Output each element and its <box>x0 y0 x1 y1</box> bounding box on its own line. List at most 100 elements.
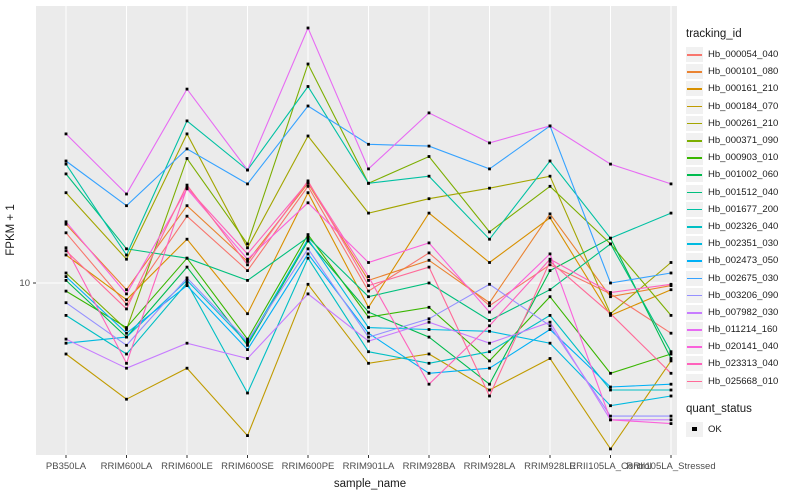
data-point <box>548 263 552 267</box>
data-point <box>306 233 310 236</box>
legend-item-Hb_000184_070: Hb_000184_070 <box>686 98 798 115</box>
data-point <box>185 366 189 370</box>
legend-title-tracking-id: tracking_id <box>686 28 742 40</box>
data-point <box>669 271 673 275</box>
data-point <box>246 391 249 395</box>
data-point <box>548 159 552 163</box>
x-tick-label: RRII105LA_Control <box>569 461 651 472</box>
data-point <box>64 271 68 275</box>
legend-label-ok: OK <box>708 423 722 435</box>
data-point <box>125 307 128 311</box>
data-point <box>64 159 68 163</box>
data-point <box>609 242 612 246</box>
data-point <box>427 361 431 365</box>
data-point <box>488 186 491 190</box>
legend-item-Hb_025668_010: Hb_025668_010 <box>686 373 798 390</box>
legend-item-Hb_000101_080: Hb_000101_080 <box>686 63 798 80</box>
data-point <box>64 352 68 356</box>
data-point <box>367 315 370 319</box>
data-point <box>125 361 128 365</box>
data-point <box>548 295 552 299</box>
data-point <box>609 236 612 240</box>
data-point <box>427 155 431 158</box>
data-point <box>306 282 310 286</box>
data-point <box>306 191 310 195</box>
data-point <box>488 341 491 345</box>
legend-line-swatch <box>686 322 703 338</box>
data-point <box>669 182 673 186</box>
data-point <box>306 62 310 66</box>
data-point <box>125 292 128 296</box>
x-tick-label: RRIM901LA <box>343 461 395 472</box>
data-point <box>185 265 189 269</box>
data-point <box>488 329 491 333</box>
data-point <box>306 237 310 241</box>
legend-label: Hb_002473_050 <box>708 255 779 267</box>
legend-line-swatch <box>686 150 703 166</box>
legend-item-ok: OK <box>686 421 798 438</box>
ok-square-icon <box>686 421 703 437</box>
data-point <box>185 132 189 136</box>
data-point <box>367 167 370 171</box>
legend-label: Hb_000261_210 <box>708 117 779 129</box>
data-point <box>488 359 491 363</box>
legend: tracking_id Hb_000054_040 Hb_000101_080 Hb… <box>686 28 798 438</box>
data-point <box>367 142 370 146</box>
y-tick-label: 10 <box>19 278 30 289</box>
data-point <box>185 237 189 241</box>
legend-item-Hb_002473_050: Hb_002473_050 <box>686 252 798 269</box>
data-point <box>427 241 431 245</box>
legend-items: Hb_000054_040 Hb_000101_080 Hb_000161_210 H… <box>686 46 798 390</box>
data-point <box>64 191 68 195</box>
legend-section-quant-status: quant_status OK <box>686 403 798 438</box>
data-point <box>367 279 370 282</box>
legend-item-Hb_001002_060: Hb_001002_060 <box>686 166 798 183</box>
legend-label: Hb_000184_070 <box>708 100 779 112</box>
legend-item-Hb_002326_040: Hb_002326_040 <box>686 218 798 235</box>
data-point <box>306 26 310 30</box>
data-point <box>548 257 552 261</box>
data-point <box>488 382 491 386</box>
y-axis-title: FPKM + 1 <box>5 204 17 256</box>
data-point <box>246 182 249 186</box>
data-point <box>367 211 370 215</box>
data-point <box>185 279 189 282</box>
legend-line-swatch <box>686 47 703 63</box>
data-point <box>548 269 552 272</box>
legend-line-swatch <box>686 167 703 183</box>
data-point <box>64 301 68 305</box>
data-point <box>125 204 128 208</box>
legend-label: Hb_003206_090 <box>708 289 779 301</box>
data-point <box>125 326 128 329</box>
data-point <box>246 263 249 267</box>
data-point <box>669 422 673 425</box>
data-point <box>64 289 68 293</box>
data-point <box>306 247 310 251</box>
data-point <box>488 310 491 314</box>
data-point <box>609 162 612 166</box>
data-point <box>609 295 612 299</box>
data-point <box>488 350 491 354</box>
data-point <box>609 414 612 418</box>
data-point <box>185 341 189 345</box>
legend-label: Hb_000161_210 <box>708 83 779 95</box>
legend-label: Hb_002351_030 <box>708 238 779 250</box>
data-point <box>669 414 673 418</box>
data-point <box>427 251 431 255</box>
data-point <box>609 281 612 285</box>
data-point <box>669 394 673 398</box>
data-point <box>367 310 370 314</box>
data-point <box>427 111 431 115</box>
legend-title-quant-status: quant_status <box>686 402 752 415</box>
data-point <box>125 328 128 331</box>
x-tick-label: RRIM600PE <box>282 461 335 472</box>
data-point <box>125 298 128 302</box>
data-point <box>548 216 552 220</box>
x-axis-title: sample_name <box>333 478 407 490</box>
data-point <box>669 359 673 363</box>
data-point <box>488 388 491 392</box>
data-point <box>427 258 431 262</box>
data-point <box>306 235 310 239</box>
data-point <box>64 279 68 282</box>
data-point <box>125 288 128 292</box>
